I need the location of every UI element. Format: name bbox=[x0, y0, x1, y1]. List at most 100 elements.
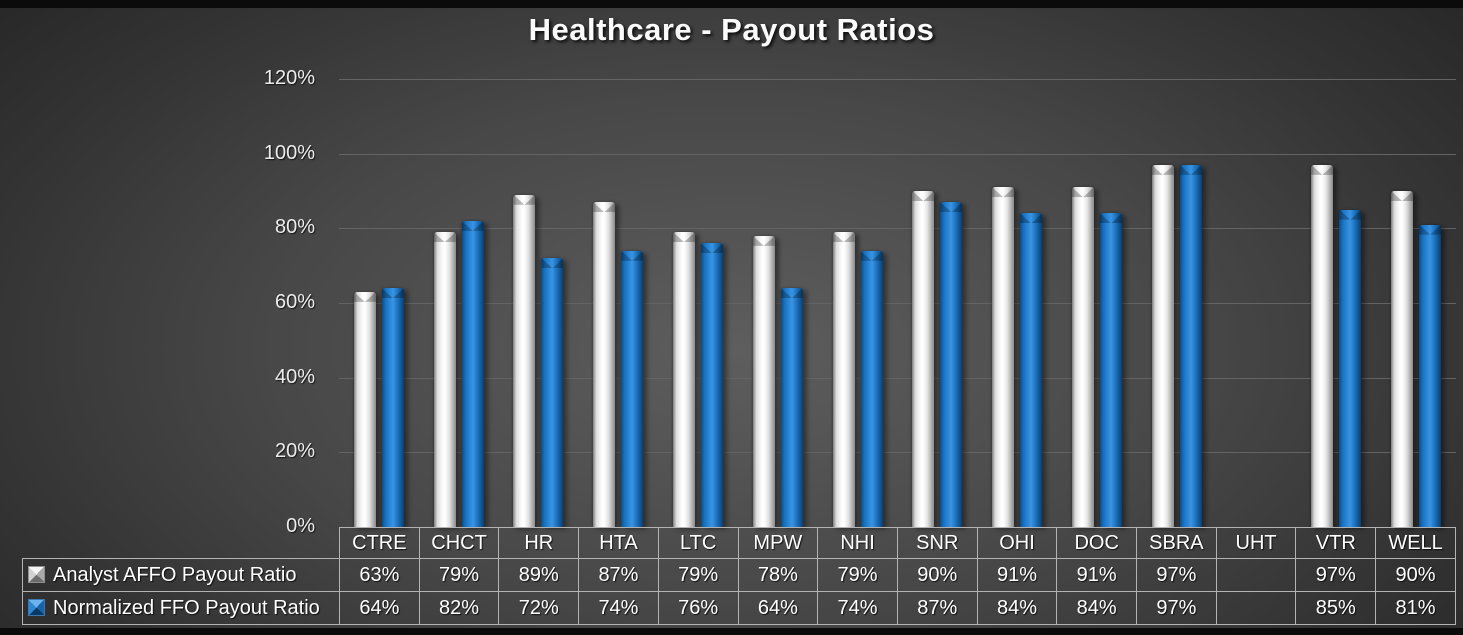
bar-affo-SNR bbox=[912, 191, 935, 527]
data-table: CTRE CHCT HR HTA LTC MPW NHI SNR OHI DOC SBRA UHT VT… bbox=[22, 527, 1456, 625]
column-header-CHCT: CHCT bbox=[418, 527, 500, 559]
bar-group-SNR bbox=[898, 79, 978, 527]
top-border-strip bbox=[0, 0, 1463, 8]
gridline-100% bbox=[339, 153, 1456, 155]
value-cell-ffo-HTA: 74% bbox=[578, 591, 659, 625]
y-tick-label-0%: 0% bbox=[286, 515, 315, 537]
value-cell-ffo-WELL: 81% bbox=[1375, 591, 1456, 625]
plot-area bbox=[339, 79, 1456, 528]
y-tick-label-20%: 20% bbox=[274, 440, 315, 463]
column-header-VTR: VTR bbox=[1295, 527, 1377, 559]
column-header-MPW: MPW bbox=[737, 527, 819, 559]
bar-group-NHI bbox=[818, 79, 898, 527]
bar-affo-CTRE bbox=[353, 291, 376, 527]
gridline-20% bbox=[339, 452, 1456, 454]
value-cell-affo-VTR: 97% bbox=[1295, 558, 1377, 592]
bar-affo-CHCT bbox=[433, 232, 456, 527]
column-header-UHT: UHT bbox=[1215, 527, 1297, 559]
bar-ffo-VTR bbox=[1339, 209, 1362, 527]
table-row-ffo: Normalized FFO Payout Ratio 64% 82% 72% 74% 7… bbox=[22, 591, 1456, 625]
value-cell-affo-NHI: 79% bbox=[817, 558, 898, 592]
bar-group-VTR bbox=[1296, 79, 1376, 527]
gridline-60% bbox=[339, 303, 1456, 304]
value-cell-ffo-MPW: 64% bbox=[737, 591, 819, 625]
bar-ffo-NHI bbox=[860, 250, 883, 527]
bar-ffo-MPW bbox=[780, 288, 803, 527]
value-cell-ffo-VTR: 85% bbox=[1295, 591, 1377, 625]
bar-group-MPW bbox=[738, 79, 818, 527]
table-row-affo: Analyst AFFO Payout Ratio 63% 79% 89% 87% 79%… bbox=[22, 558, 1456, 592]
value-cell-ffo-HR: 72% bbox=[498, 591, 580, 625]
legend-swatch-icon bbox=[28, 598, 45, 616]
value-cell-affo-CTRE: 63% bbox=[339, 558, 420, 592]
bar-group-DOC bbox=[1057, 79, 1137, 527]
column-header-WELL: WELL bbox=[1375, 527, 1456, 559]
value-cell-affo-OHI: 91% bbox=[976, 558, 1058, 592]
gridline-80% bbox=[339, 228, 1456, 230]
column-header-DOC: DOC bbox=[1056, 527, 1138, 559]
bar-ffo-DOC bbox=[1099, 213, 1122, 527]
bar-ffo-HTA bbox=[621, 250, 644, 527]
bar-affo-NHI bbox=[832, 232, 855, 527]
column-header-SBRA: SBRA bbox=[1136, 527, 1217, 559]
bar-group-CTRE bbox=[339, 79, 419, 527]
bar-group-HTA bbox=[578, 79, 658, 527]
column-header-CTRE: CTRE bbox=[339, 527, 420, 559]
value-cell-affo-WELL: 90% bbox=[1375, 558, 1456, 592]
bar-group-SBRA bbox=[1137, 79, 1217, 527]
value-cell-affo-SNR: 90% bbox=[896, 558, 978, 592]
value-cell-affo-SBRA: 97% bbox=[1136, 558, 1217, 592]
value-cell-ffo-SNR: 87% bbox=[896, 591, 978, 625]
value-cell-ffo-NHI: 74% bbox=[817, 591, 898, 625]
y-tick-label-40%: 40% bbox=[274, 365, 315, 388]
bar-affo-VTR bbox=[1311, 164, 1334, 527]
column-header-NHI: NHI bbox=[817, 527, 898, 559]
bar-affo-LTC bbox=[673, 232, 696, 527]
value-cell-affo-MPW: 78% bbox=[737, 558, 819, 592]
y-tick-label-100%: 100% bbox=[263, 141, 315, 164]
value-cell-ffo-CTRE: 64% bbox=[339, 591, 420, 625]
bar-affo-DOC bbox=[1071, 187, 1094, 527]
bar-affo-HTA bbox=[593, 202, 616, 527]
gridline-120% bbox=[339, 79, 1456, 80]
bar-ffo-CHCT bbox=[461, 220, 484, 527]
chart-title: Healthcare - Payout Ratios bbox=[528, 12, 935, 47]
bar-ffo-OHI bbox=[1020, 213, 1043, 527]
value-cell-ffo-OHI: 84% bbox=[976, 591, 1058, 625]
column-header-SNR: SNR bbox=[896, 527, 978, 559]
bar-affo-SBRA bbox=[1151, 164, 1174, 527]
value-cell-ffo-CHCT: 82% bbox=[418, 591, 500, 625]
value-cell-affo-HTA: 87% bbox=[578, 558, 659, 592]
y-axis: 0% 20% 40% 60% 80% 100% 120% bbox=[150, 67, 315, 537]
table-corner-cell bbox=[23, 528, 340, 559]
value-cell-affo-DOC: 91% bbox=[1056, 558, 1138, 592]
bar-group-UHT bbox=[1217, 79, 1297, 527]
bar-ffo-WELL bbox=[1419, 224, 1442, 527]
y-tick-label-60%: 60% bbox=[274, 291, 315, 313]
bottom-border-strip bbox=[0, 628, 1463, 635]
y-tick-label-80%: 80% bbox=[274, 216, 315, 239]
value-cell-ffo-SBRA: 97% bbox=[1136, 591, 1217, 625]
legend-label: Normalized FFO Payout Ratio bbox=[53, 596, 320, 619]
value-cell-ffo-LTC: 76% bbox=[657, 591, 739, 625]
y-tick-label-120%: 120% bbox=[263, 67, 315, 89]
value-cell-affo-UHT bbox=[1215, 558, 1297, 592]
bar-group-CHCT bbox=[419, 79, 499, 527]
bar-group-OHI bbox=[977, 79, 1057, 527]
gridline-40% bbox=[339, 377, 1456, 379]
bar-group-HR bbox=[499, 79, 579, 527]
legend-swatch-icon bbox=[28, 565, 45, 583]
value-cell-affo-CHCT: 79% bbox=[418, 558, 500, 592]
bar-ffo-CTRE bbox=[381, 288, 404, 527]
bar-ffo-HR bbox=[541, 258, 564, 527]
legend-label: Analyst AFFO Payout Ratio bbox=[53, 563, 297, 586]
column-header-LTC: LTC bbox=[657, 527, 739, 559]
bar-ffo-LTC bbox=[701, 243, 724, 527]
column-header-HTA: HTA bbox=[578, 527, 659, 559]
legend-cell-affo: Analyst AFFO Payout Ratio bbox=[22, 558, 340, 592]
bar-ffo-SBRA bbox=[1179, 164, 1202, 527]
value-cell-ffo-UHT bbox=[1215, 591, 1297, 625]
bar-affo-WELL bbox=[1391, 191, 1414, 527]
bar-ffo-SNR bbox=[940, 202, 963, 527]
